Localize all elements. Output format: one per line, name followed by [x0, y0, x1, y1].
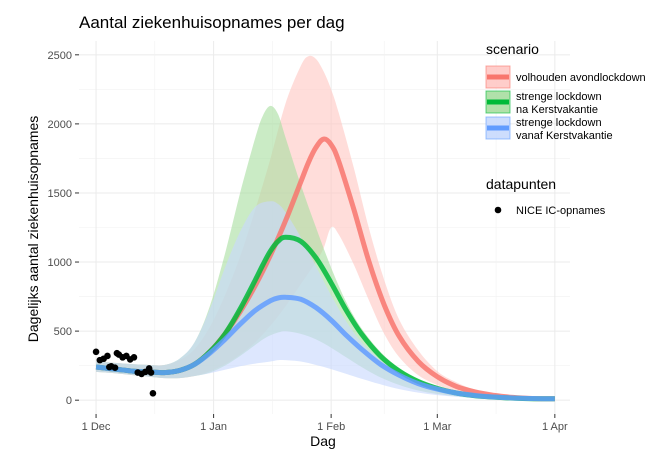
data-point — [104, 352, 111, 360]
data-point — [147, 369, 155, 376]
legend-title-scenario: scenario — [486, 41, 539, 57]
y-axis-label: Dagelijks aantal ziekenhuisopnames — [25, 116, 41, 342]
legend-key-points — [494, 206, 502, 214]
legend-label-strenge-lockdown-na-kerstvakantie: strenge lockdown — [516, 91, 602, 103]
axes: 0 500 1000 1500 2000 2500 1 Dec 1 Jan 1 Feb 1 Mar… — [48, 50, 568, 433]
x-axis-label: Dag — [310, 433, 336, 449]
legend-title-datapunten: datapunten — [486, 176, 556, 192]
y-tick-label: 0 — [66, 395, 72, 407]
data-point — [92, 348, 100, 356]
band-volhouden-avondlockdown — [96, 55, 555, 400]
x-tick-label: 1 Mar — [423, 421, 451, 433]
scenario-lines — [95, 136, 555, 402]
y-tick-label: 1500 — [48, 188, 72, 200]
chart-title: Aantal ziekenhuisopnames per dag — [79, 13, 345, 32]
y-tick-label: 2500 — [48, 50, 72, 62]
legend-label-points: NICE IC-opnames — [516, 205, 606, 217]
x-tick-label: 1 Dec — [82, 421, 111, 433]
legend-label-volhouden-avondlockdown: volhouden avondlockdown — [516, 72, 646, 84]
data-points — [92, 348, 157, 397]
legend-label-strenge-lockdown-vanaf-kerstvakantie: vanaf Kerstvakantie — [516, 130, 613, 142]
data-point — [130, 354, 138, 361]
y-tick-label: 2000 — [48, 119, 72, 131]
legend-label-strenge-lockdown-vanaf-kerstvakantie: strenge lockdown — [516, 117, 602, 129]
x-tick-label: 1 Jan — [200, 421, 227, 433]
x-tick-label: 1 Feb — [317, 421, 345, 433]
data-point — [149, 389, 157, 397]
legend-label-strenge-lockdown-na-kerstvakantie: na Kerstvakantie — [516, 104, 598, 116]
legend: scenario volhouden avondlockdown strenge l… — [485, 41, 646, 217]
y-tick-label: 500 — [54, 326, 72, 338]
data-point — [111, 364, 119, 372]
x-tick-label: 1 Apr — [542, 421, 568, 433]
line-strenge-lockdown-vanaf-kerstvakantie — [95, 294, 555, 402]
y-tick-label: 1000 — [48, 257, 72, 269]
